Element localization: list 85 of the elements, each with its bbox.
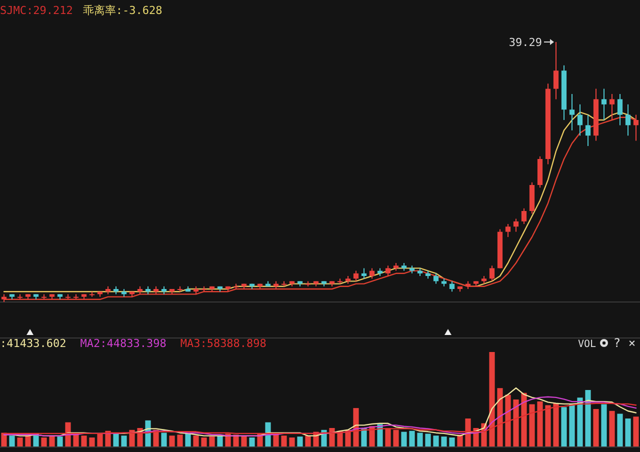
text: MA3:58388.898 xyxy=(180,337,266,350)
bar xyxy=(553,403,559,447)
candlestick xyxy=(505,224,511,238)
candlestick xyxy=(585,114,591,146)
bar xyxy=(193,436,199,447)
candlestick xyxy=(601,88,607,120)
candlestick xyxy=(489,265,495,282)
bar xyxy=(329,428,335,447)
bar xyxy=(617,414,623,447)
candlestick xyxy=(433,272,439,284)
bar xyxy=(241,436,247,447)
bar xyxy=(417,432,423,447)
candlestick xyxy=(577,104,583,136)
bar xyxy=(297,436,303,447)
bar xyxy=(449,438,455,447)
bar xyxy=(393,430,399,447)
bar xyxy=(465,418,471,447)
bar xyxy=(569,404,575,447)
candlestick xyxy=(361,268,367,280)
bar xyxy=(585,390,591,447)
candlestick xyxy=(521,208,527,224)
bar xyxy=(625,418,631,447)
candlestick xyxy=(553,42,559,100)
bar xyxy=(505,394,511,447)
candlestick xyxy=(513,218,519,232)
bar xyxy=(433,436,439,447)
candlestick xyxy=(617,94,623,126)
bar xyxy=(425,434,431,447)
bar xyxy=(577,398,583,447)
bar xyxy=(49,436,55,447)
candlestick xyxy=(353,270,359,282)
bar xyxy=(457,434,463,447)
candlestick xyxy=(569,94,575,131)
bar xyxy=(385,428,391,447)
bar xyxy=(201,438,207,447)
bar xyxy=(81,436,87,447)
bar xyxy=(161,432,167,447)
candlestick xyxy=(385,265,391,276)
bar xyxy=(521,392,527,447)
bar xyxy=(537,401,543,447)
bar xyxy=(369,426,375,447)
annotation: 39.29 xyxy=(508,36,542,49)
text: MA2:44833.398 xyxy=(80,337,166,350)
bar xyxy=(9,436,15,447)
candlestick xyxy=(625,104,631,136)
text: SJMC:29.212 xyxy=(0,4,73,17)
bar xyxy=(177,434,183,447)
text: :41433.602 xyxy=(0,337,66,350)
bar xyxy=(545,405,551,447)
bar xyxy=(401,432,407,447)
bar xyxy=(209,436,215,447)
text: ? xyxy=(613,336,621,350)
bar xyxy=(1,432,7,447)
bar xyxy=(217,436,223,447)
bar xyxy=(97,434,103,447)
bar xyxy=(129,430,135,447)
bar xyxy=(249,438,255,447)
bar xyxy=(497,388,503,447)
bar xyxy=(17,438,23,447)
bar xyxy=(529,404,535,447)
bar xyxy=(281,436,287,447)
bar xyxy=(489,352,495,447)
bar xyxy=(633,416,639,447)
bar xyxy=(89,438,95,447)
bar xyxy=(561,407,567,447)
bar xyxy=(305,436,311,447)
bar xyxy=(441,436,447,447)
bar xyxy=(377,424,383,447)
bar xyxy=(513,400,519,447)
bar xyxy=(289,438,295,447)
bar xyxy=(361,428,367,447)
bar xyxy=(41,438,47,447)
candlestick xyxy=(449,280,455,292)
candlestick xyxy=(369,268,375,280)
bar xyxy=(409,430,415,447)
text: 乖离率:-3.628 xyxy=(82,4,162,17)
bar xyxy=(169,436,175,447)
bar xyxy=(609,410,615,447)
bar xyxy=(593,409,599,447)
bar xyxy=(25,436,31,447)
text: VOL xyxy=(578,339,596,350)
bar xyxy=(57,436,63,447)
bar xyxy=(121,436,127,447)
bar xyxy=(601,404,607,447)
text: × xyxy=(628,336,636,350)
